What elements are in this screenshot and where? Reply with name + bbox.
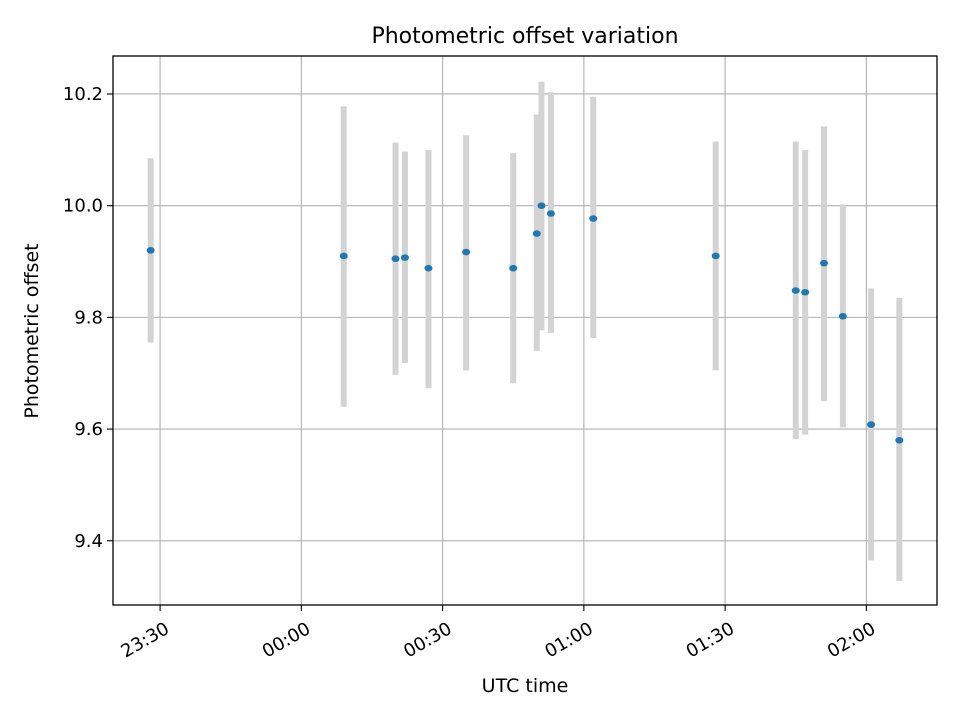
data-point — [537, 202, 546, 209]
data-point — [711, 252, 720, 260]
y-axis-label: Photometric offset — [21, 243, 43, 418]
x-axis-label: UTC time — [482, 675, 569, 697]
x-tick-label: 00:00 — [259, 618, 314, 662]
data-point — [462, 248, 471, 256]
x-tick-label: 01:00 — [541, 618, 596, 662]
data-point — [589, 215, 598, 222]
y-tick-label: 9.6 — [74, 419, 103, 440]
data-points — [146, 202, 904, 444]
data-point — [895, 436, 904, 444]
data-point — [532, 230, 541, 237]
data-point — [819, 259, 828, 267]
y-axis-ticks: 9.4 9.6 9.8 10.0 10.2 — [63, 84, 113, 552]
y-tick-label: 10.2 — [63, 84, 103, 105]
data-point — [801, 288, 810, 296]
grid — [113, 56, 937, 605]
data-point — [838, 312, 847, 320]
data-point — [400, 254, 409, 261]
x-tick-label: 02:00 — [824, 618, 879, 662]
x-tick-label: 01:30 — [683, 618, 738, 662]
data-point — [791, 287, 800, 294]
y-tick-label: 9.8 — [74, 307, 103, 328]
x-axis-ticks: 23:30 00:00 00:30 01:00 01:30 02:00 — [118, 605, 879, 662]
data-point — [391, 255, 400, 263]
data-point — [546, 210, 555, 217]
error-bars — [147, 81, 903, 581]
data-point — [339, 252, 348, 260]
chart-title: Photometric offset variation — [371, 24, 678, 49]
y-tick-label: 10.0 — [63, 196, 103, 217]
plot-frame — [112, 55, 938, 606]
x-tick-label: 00:30 — [400, 618, 455, 662]
data-point — [509, 264, 518, 272]
y-tick-label: 9.4 — [74, 531, 103, 552]
data-point — [867, 421, 876, 428]
data-point — [146, 247, 155, 254]
data-point — [424, 264, 433, 272]
x-tick-label: 23:30 — [118, 618, 173, 662]
